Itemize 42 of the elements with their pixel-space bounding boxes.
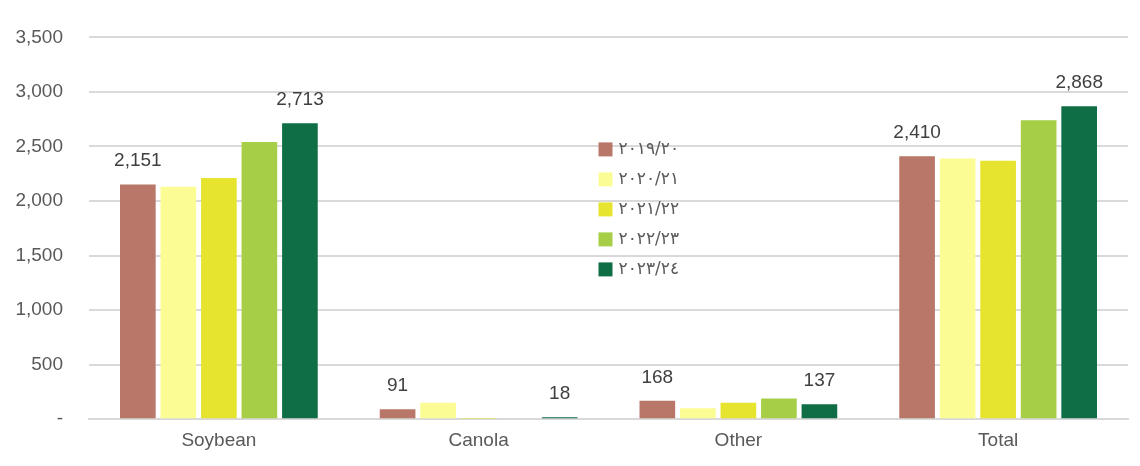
data-label: 2,868 bbox=[1055, 71, 1103, 93]
data-label: 91 bbox=[387, 374, 409, 396]
bar bbox=[120, 184, 156, 419]
legend-label: ٢٠٢٠/٢١ bbox=[618, 167, 680, 188]
y-tick-label: 2,500 bbox=[15, 134, 63, 156]
bar bbox=[201, 178, 237, 419]
bar bbox=[680, 408, 716, 419]
bar bbox=[160, 186, 197, 419]
y-tick-label: - bbox=[56, 407, 63, 429]
y-tick-label: 2,000 bbox=[15, 189, 63, 211]
y-tick-label: 500 bbox=[31, 352, 63, 374]
bar bbox=[241, 142, 278, 419]
x-tick-label: Canola bbox=[448, 428, 510, 450]
x-tick-label: Other bbox=[714, 428, 763, 450]
bar bbox=[720, 402, 757, 419]
bar bbox=[379, 409, 416, 419]
bar bbox=[939, 158, 976, 419]
legend-label: ٢٠٢٣/٢٤ bbox=[618, 257, 680, 278]
bar bbox=[282, 123, 318, 419]
bar bbox=[1061, 106, 1097, 419]
legend-label: ٢٠٢١/٢٢ bbox=[618, 197, 680, 218]
data-label: 137 bbox=[803, 368, 836, 390]
y-tick-label: 1,000 bbox=[15, 298, 63, 320]
legend-label: ٢٠١٩/٢٠ bbox=[618, 137, 680, 158]
data-label: 2,713 bbox=[276, 87, 324, 109]
x-tick-label: Soybean bbox=[181, 428, 257, 450]
data-label: 168 bbox=[641, 365, 674, 387]
bar bbox=[801, 404, 838, 419]
y-tick-label: 3,000 bbox=[15, 80, 63, 102]
bar bbox=[639, 400, 676, 419]
bar bbox=[980, 160, 1016, 419]
data-label: 2,410 bbox=[893, 121, 941, 143]
data-label: 18 bbox=[549, 381, 571, 403]
data-label: 2,151 bbox=[114, 149, 162, 171]
x-tick-label: Total bbox=[978, 428, 1019, 450]
y-tick-label: 1,500 bbox=[15, 243, 63, 265]
legend-label: ٢٠٢٢/٢٣ bbox=[618, 227, 680, 248]
bar bbox=[420, 402, 456, 419]
bar bbox=[899, 156, 935, 419]
bar bbox=[761, 398, 797, 419]
y-tick-label: 3,500 bbox=[15, 25, 63, 47]
bar bbox=[1020, 120, 1057, 419]
